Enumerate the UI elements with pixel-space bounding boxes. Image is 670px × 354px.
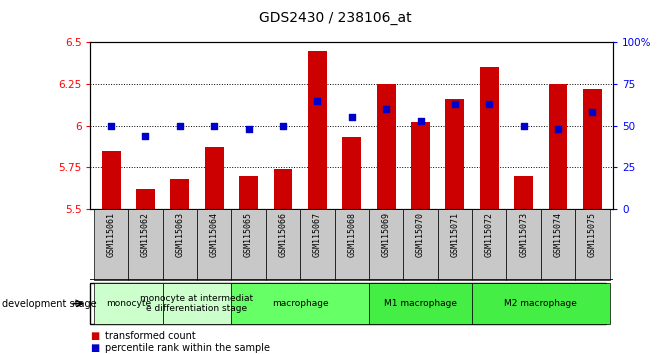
Text: ■: ■ (90, 331, 100, 341)
Text: monocyte at intermediat
e differentiation stage: monocyte at intermediat e differentiatio… (141, 294, 254, 313)
Bar (231, 209, 266, 280)
Bar (136, 189, 155, 209)
Bar (94, 209, 128, 280)
Bar (273, 169, 292, 209)
Bar (507, 209, 541, 280)
Bar (472, 283, 610, 324)
Text: GSM115063: GSM115063 (176, 212, 184, 257)
Point (277, 123, 288, 129)
Bar (163, 283, 231, 324)
Bar (583, 89, 602, 209)
Text: GSM115074: GSM115074 (553, 212, 563, 257)
Text: GSM115075: GSM115075 (588, 212, 597, 257)
Bar (438, 209, 472, 280)
Text: monocyte: monocyte (106, 299, 151, 308)
Bar (446, 99, 464, 209)
Point (553, 126, 563, 132)
Bar (369, 283, 472, 324)
Bar (163, 209, 197, 280)
Text: GSM115067: GSM115067 (313, 212, 322, 257)
Bar (300, 209, 334, 280)
Bar (308, 51, 327, 209)
Bar (472, 209, 507, 280)
Text: GSM115071: GSM115071 (450, 212, 460, 257)
Bar (239, 176, 258, 209)
Point (209, 123, 220, 129)
Point (312, 98, 323, 103)
Text: ■: ■ (90, 343, 100, 353)
Bar (128, 209, 163, 280)
Bar (576, 209, 610, 280)
Point (346, 115, 357, 120)
Point (106, 123, 117, 129)
Bar (94, 283, 163, 324)
Point (140, 133, 151, 138)
Text: GSM115073: GSM115073 (519, 212, 528, 257)
Point (381, 106, 391, 112)
Bar (369, 209, 403, 280)
Point (174, 123, 185, 129)
Bar (266, 209, 300, 280)
Text: GSM115066: GSM115066 (279, 212, 287, 257)
Text: percentile rank within the sample: percentile rank within the sample (105, 343, 270, 353)
Text: GSM115069: GSM115069 (382, 212, 391, 257)
Bar (197, 209, 231, 280)
Point (484, 101, 494, 107)
Text: GSM115065: GSM115065 (244, 212, 253, 257)
Text: transformed count: transformed count (105, 331, 196, 341)
Bar (334, 209, 369, 280)
Point (450, 101, 460, 107)
Text: GSM115064: GSM115064 (210, 212, 218, 257)
Bar (549, 84, 567, 209)
Point (519, 123, 529, 129)
Bar (514, 176, 533, 209)
Text: GSM115062: GSM115062 (141, 212, 150, 257)
Bar (342, 137, 361, 209)
Text: GSM115068: GSM115068 (347, 212, 356, 257)
Bar (377, 84, 395, 209)
Text: GSM115061: GSM115061 (107, 212, 116, 257)
Bar (480, 68, 498, 209)
Bar (102, 151, 121, 209)
Point (243, 126, 254, 132)
Bar (205, 147, 224, 209)
Bar (403, 209, 438, 280)
Text: M2 macrophage: M2 macrophage (505, 299, 578, 308)
Bar (231, 283, 369, 324)
Text: GDS2430 / 238106_at: GDS2430 / 238106_at (259, 11, 411, 25)
Bar (170, 179, 190, 209)
Bar (411, 122, 430, 209)
Text: GSM115070: GSM115070 (416, 212, 425, 257)
Text: GSM115072: GSM115072 (485, 212, 494, 257)
Point (415, 118, 426, 124)
Bar (541, 209, 576, 280)
Point (587, 109, 598, 115)
Text: development stage: development stage (2, 298, 96, 309)
Text: M1 macrophage: M1 macrophage (384, 299, 457, 308)
Text: macrophage: macrophage (272, 299, 328, 308)
